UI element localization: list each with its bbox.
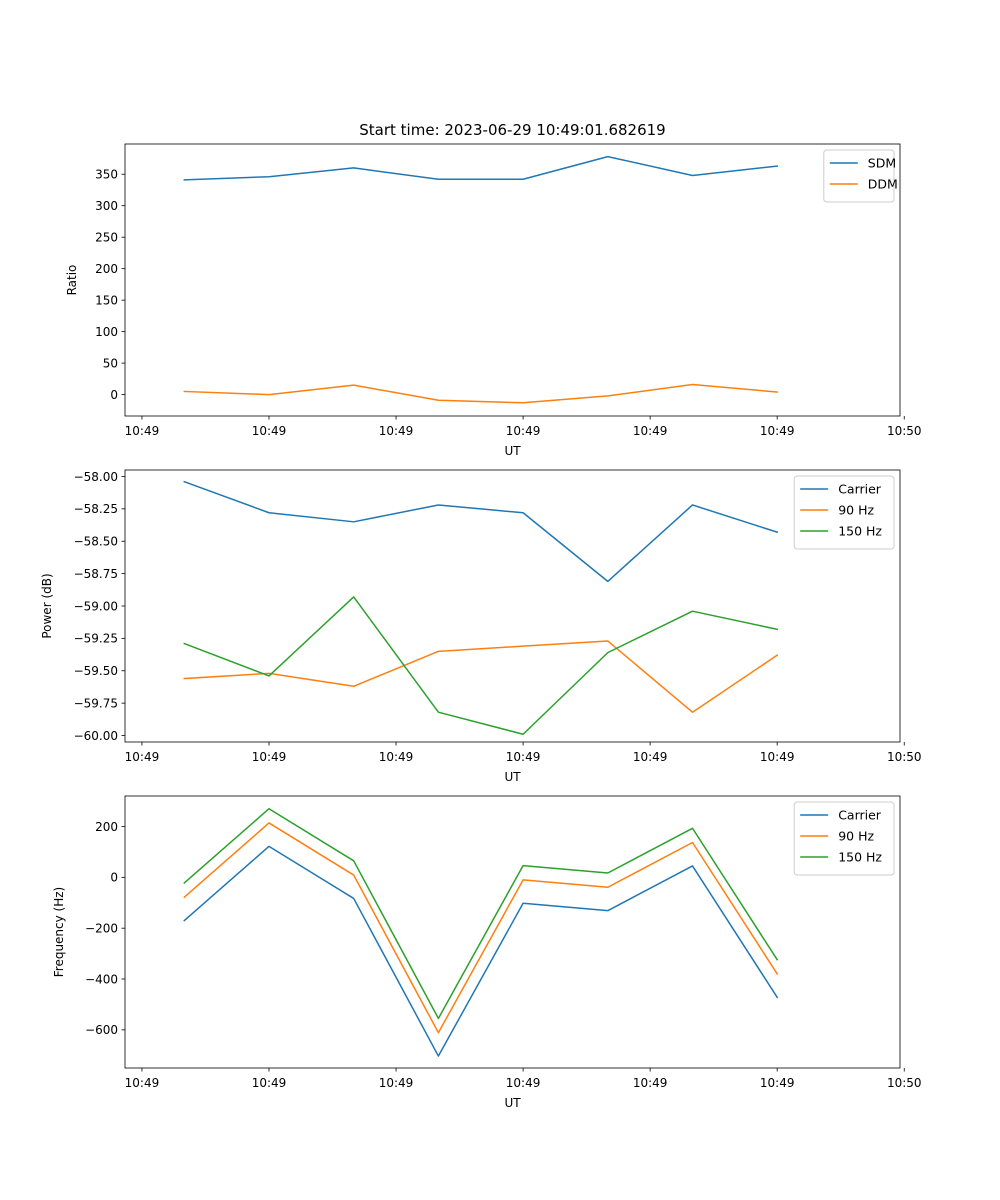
x-tick-label: 10:49 <box>633 424 668 438</box>
x-axis-label: UT <box>504 770 521 784</box>
y-tick-label: 350 <box>95 168 118 182</box>
y-tick-label: 300 <box>95 199 118 213</box>
y-tick-label: −400 <box>85 972 118 986</box>
y-tick-label: −58.25 <box>74 502 118 516</box>
y-axis-label: Power (dB) <box>40 573 54 638</box>
y-tick-label: −200 <box>85 921 118 935</box>
series-line-150-hz <box>183 596 779 735</box>
y-axis-label: Ratio <box>65 265 79 296</box>
y-tick-label: −58.00 <box>74 470 118 484</box>
x-tick-label: 10:49 <box>633 1076 668 1090</box>
x-axis-label: UT <box>504 444 521 458</box>
legend-label: 90 Hz <box>838 503 874 518</box>
series-line-90-hz <box>183 640 779 713</box>
legend-label: SDM <box>868 156 896 171</box>
y-tick-label: −58.75 <box>74 567 118 581</box>
figure-title: Start time: 2023-06-29 10:49:01.682619 <box>359 121 665 139</box>
x-tick-label: 10:49 <box>252 1076 287 1090</box>
x-tick-label: 10:49 <box>379 424 414 438</box>
series-line-90-hz <box>183 822 779 1034</box>
y-tick-label: 100 <box>95 325 118 339</box>
x-tick-label: 10:49 <box>633 750 668 764</box>
legend: Carrier 90 Hz 150 Hz <box>793 475 895 550</box>
x-tick-label: 10:49 <box>379 1076 414 1090</box>
x-tick-label: 10:49 <box>125 1076 160 1090</box>
y-tick-label: 0 <box>110 871 118 885</box>
plot-frame <box>124 795 901 1069</box>
y-tick-label: 250 <box>95 230 118 244</box>
chart-3: 10:49 10:49 10:49 10:49 10:49 10:49 10:50 UT 200… <box>52 795 922 1110</box>
y-tick-label: 150 <box>95 293 118 307</box>
x-tick-label: 10:49 <box>125 750 160 764</box>
x-tick-label: 10:49 <box>760 750 795 764</box>
x-tick-label: 10:50 <box>887 424 922 438</box>
legend: Carrier 90 Hz 150 Hz <box>793 801 895 876</box>
y-tick-label: 50 <box>103 356 118 370</box>
legend: SDM DDM <box>823 149 898 203</box>
y-axis-label: Frequency (Hz) <box>52 887 66 978</box>
legend-label: 150 Hz <box>838 850 882 865</box>
series-line-carrier <box>183 480 779 583</box>
series-line-carrier <box>183 845 779 1057</box>
y-tick-label: −58.50 <box>74 535 118 549</box>
legend-label: 150 Hz <box>838 524 882 539</box>
plot-frame <box>124 143 901 417</box>
series-line-150-hz <box>183 807 779 1020</box>
x-tick-label: 10:49 <box>506 1076 541 1090</box>
y-tick-label: −600 <box>85 1023 118 1037</box>
x-tick-label: 10:50 <box>887 1076 922 1090</box>
y-tick-label: −60.00 <box>74 729 118 743</box>
y-tick-label: −59.75 <box>74 696 118 710</box>
chart-2: 10:49 10:49 10:49 10:49 10:49 10:49 10:50 UT −58… <box>40 469 922 784</box>
x-tick-label: 10:49 <box>760 1076 795 1090</box>
x-tick-label: 10:49 <box>252 750 287 764</box>
x-tick-label: 10:50 <box>887 750 922 764</box>
series-line-sdm <box>183 155 779 181</box>
x-tick-label: 10:49 <box>252 424 287 438</box>
legend-label: Carrier <box>838 482 882 497</box>
y-tick-label: 0 <box>110 388 118 402</box>
x-tick-label: 10:49 <box>506 424 541 438</box>
legend-label: 90 Hz <box>838 829 874 844</box>
y-tick-label: 200 <box>95 262 118 276</box>
x-tick-label: 10:49 <box>125 424 160 438</box>
x-tick-label: 10:49 <box>506 750 541 764</box>
x-tick-label: 10:49 <box>760 424 795 438</box>
chart-1: 10:49 10:49 10:49 10:49 10:49 10:49 10:50 UT 0 50… <box>65 143 922 458</box>
y-tick-label: 200 <box>95 820 118 834</box>
y-tick-label: −59.50 <box>74 664 118 678</box>
x-axis-label: UT <box>504 1096 521 1110</box>
legend-label: DDM <box>868 177 898 192</box>
y-tick-label: −59.25 <box>74 632 118 646</box>
series-line-ddm <box>183 383 779 404</box>
x-tick-label: 10:49 <box>379 750 414 764</box>
chart-panels: 10:49 10:49 10:49 10:49 10:49 10:49 10:50 UT 0 50… <box>40 143 922 1110</box>
legend-label: Carrier <box>838 808 882 823</box>
y-tick-label: −59.00 <box>74 599 118 613</box>
